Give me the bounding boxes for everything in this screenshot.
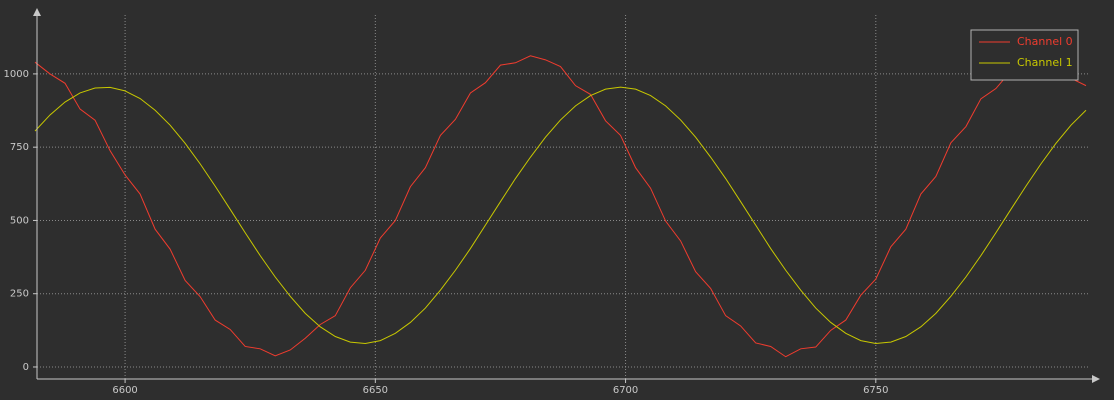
x-tick-label: 6650 [363, 385, 388, 396]
x-tick-label: 6750 [863, 385, 888, 396]
legend: Channel 0 Channel 1 [970, 29, 1079, 81]
x-axis-arrow [1092, 375, 1100, 383]
y-tick-label: 750 [10, 142, 29, 153]
y-tick-label: 0 [23, 362, 29, 373]
y-tick-label: 500 [10, 215, 29, 226]
y-tick-label: 250 [10, 289, 29, 300]
x-tick-label: 6700 [613, 385, 638, 396]
grid [37, 15, 1088, 379]
legend-box [970, 29, 1079, 81]
series-line [34, 86, 1087, 345]
ticks: 0 250 500 750 1000 6600 6650 6700 6750 [4, 69, 889, 396]
legend-label: Channel 1 [1017, 56, 1073, 69]
series-line [34, 55, 1087, 358]
y-axis-arrow [33, 8, 41, 16]
legend-label: Channel 0 [1017, 35, 1073, 48]
x-tick-label: 6600 [112, 385, 137, 396]
y-tick-label: 1000 [4, 69, 29, 80]
plot-lines [34, 55, 1087, 358]
